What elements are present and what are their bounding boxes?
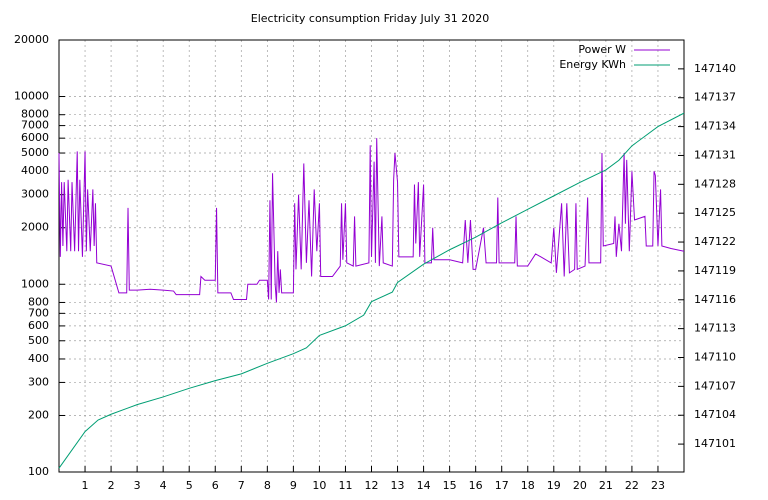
series-line xyxy=(58,112,685,469)
y-tick-label: 20000 xyxy=(14,33,49,46)
x-tick-label: 19 xyxy=(547,479,561,492)
y2-tick-label: 147119 xyxy=(694,264,736,277)
y-tick-label: 100 xyxy=(28,465,49,478)
series-line xyxy=(58,138,685,303)
y-tick-label: 400 xyxy=(28,352,49,365)
y-tick-label: 500 xyxy=(28,334,49,347)
x-tick-label: 15 xyxy=(443,479,457,492)
y-tick-label: 5000 xyxy=(21,146,49,159)
x-tick-label: 2 xyxy=(108,479,115,492)
y-tick-label: 3000 xyxy=(21,188,49,201)
y-tick-label: 10000 xyxy=(14,90,49,103)
legend-label: Power W xyxy=(578,43,626,56)
y-tick-label: 800 xyxy=(28,295,49,308)
x-tick-label: 3 xyxy=(134,479,141,492)
y2-tick-label: 147113 xyxy=(694,322,736,335)
y2-tick-label: 147101 xyxy=(694,437,736,450)
x-tick-label: 16 xyxy=(469,479,483,492)
y-tick-label: 6000 xyxy=(21,131,49,144)
y-tick-label: 4000 xyxy=(21,164,49,177)
legend-label: Energy KWh xyxy=(559,58,626,71)
y2-tick-label: 147104 xyxy=(694,408,736,421)
y-tick-label: 1000 xyxy=(21,277,49,290)
y2-tick-label: 147128 xyxy=(694,177,736,190)
y2-tick-label: 147125 xyxy=(694,206,736,219)
x-tick-label: 14 xyxy=(417,479,431,492)
x-tick-label: 13 xyxy=(391,479,405,492)
y2-tick-label: 147134 xyxy=(694,120,736,133)
y-tick-label: 600 xyxy=(28,319,49,332)
x-tick-label: 22 xyxy=(625,479,639,492)
plot-frame xyxy=(58,39,685,473)
x-tick-label: 11 xyxy=(338,479,352,492)
y2-tick-label: 147131 xyxy=(694,148,736,161)
y-tick-label: 7000 xyxy=(21,119,49,132)
x-tick-label: 8 xyxy=(264,479,271,492)
y-tick-label: 700 xyxy=(28,306,49,319)
x-tick-label: 9 xyxy=(290,479,297,492)
x-tick-label: 5 xyxy=(186,479,193,492)
x-tick-label: 21 xyxy=(599,479,613,492)
x-tick-label: 10 xyxy=(312,479,326,492)
x-tick-label: 23 xyxy=(651,479,665,492)
y2-tick-label: 147110 xyxy=(694,351,736,364)
y2-tick-label: 147140 xyxy=(694,62,736,75)
y-tick-label: 300 xyxy=(28,375,49,388)
x-tick-label: 17 xyxy=(495,479,509,492)
x-tick-label: 20 xyxy=(573,479,587,492)
y-tick-label: 200 xyxy=(28,408,49,421)
y-tick-label: 2000 xyxy=(21,221,49,234)
x-tick-label: 6 xyxy=(212,479,219,492)
x-tick-label: 4 xyxy=(160,479,167,492)
x-tick-label: 12 xyxy=(365,479,379,492)
y2-tick-label: 147116 xyxy=(694,293,736,306)
x-tick-label: 1 xyxy=(82,479,89,492)
y2-tick-label: 147107 xyxy=(694,379,736,392)
x-tick-label: 18 xyxy=(521,479,535,492)
x-tick-label: 7 xyxy=(238,479,245,492)
y2-tick-label: 147137 xyxy=(694,91,736,104)
y-tick-label: 8000 xyxy=(21,108,49,121)
chart-title: Electricity consumption Friday July 31 2… xyxy=(251,12,489,25)
y2-tick-label: 147122 xyxy=(694,235,736,248)
